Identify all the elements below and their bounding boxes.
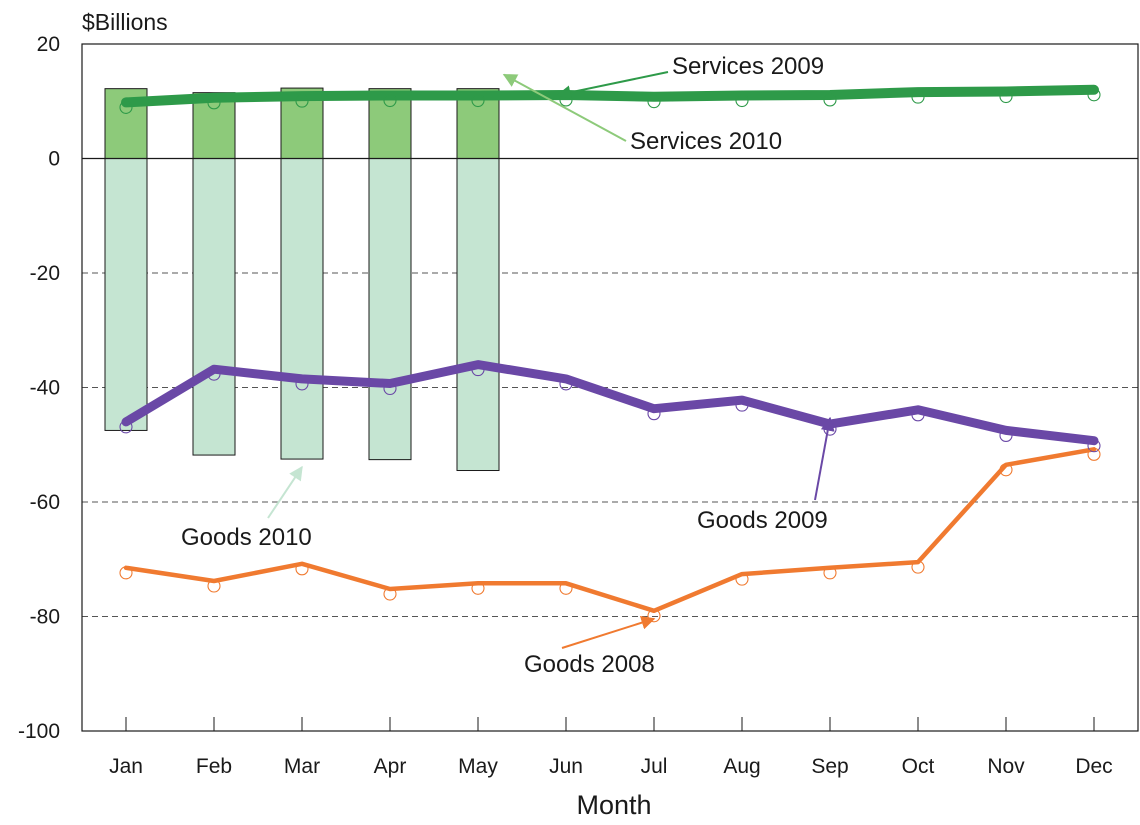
annotation-label: Services 2010 — [630, 128, 782, 155]
y-tick-label: -20 — [30, 262, 60, 285]
x-tick-label: Feb — [196, 755, 232, 778]
x-tick-label: Jan — [109, 755, 143, 778]
marker-goods-2009 — [911, 408, 925, 422]
marker-services-2009 — [471, 93, 485, 108]
x-tick-label: Aug — [723, 755, 760, 778]
y-tick-label: 20 — [37, 33, 60, 56]
x-tick-label: Jun — [549, 755, 583, 778]
marker-goods-2008 — [559, 581, 573, 595]
line-goods-2008 — [123, 447, 1097, 614]
marker-goods-2008 — [823, 566, 837, 580]
marker-goods-2009 — [383, 381, 397, 396]
marker-services-2009 — [119, 100, 133, 114]
marker-goods-2008 — [471, 581, 485, 595]
x-tick-label: Sep — [811, 755, 848, 778]
x-tick-label: Mar — [284, 755, 320, 778]
marker-goods-2009 — [207, 367, 221, 381]
plot-frame — [81, 43, 1139, 732]
marker-services-2009 — [999, 89, 1013, 104]
marker-goods-2008 — [295, 562, 309, 576]
marker-goods-2008 — [383, 587, 397, 601]
x-tick-label: Jul — [641, 755, 668, 778]
annotation-arrow — [502, 73, 627, 142]
marker-services-2009 — [383, 93, 397, 108]
series-markers — [119, 88, 1101, 623]
marker-services-2009 — [735, 93, 749, 108]
marker-goods-2008 — [207, 579, 221, 593]
x-tick-label: Dec — [1075, 755, 1112, 778]
marker-goods-2009 — [999, 428, 1013, 442]
annotation-arrow — [556, 71, 669, 100]
y-axis-title: $Billions — [82, 9, 168, 35]
y-tick-label: -80 — [30, 606, 60, 629]
marker-goods-2008 — [999, 463, 1013, 477]
marker-services-2009 — [207, 96, 221, 110]
gridlines — [82, 272, 1138, 617]
x-axis-title: Month — [576, 790, 651, 820]
annotation-arrow — [561, 615, 656, 649]
annotation-label: Goods 2009 — [697, 507, 828, 534]
line-services-2009 — [121, 84, 1099, 108]
marker-goods-2008 — [1087, 447, 1101, 461]
annotation-label: Services 2009 — [672, 53, 824, 80]
bar-goods-2010 — [368, 158, 412, 461]
y-tick-label: 0 — [48, 148, 60, 171]
marker-services-2009 — [911, 90, 925, 104]
y-tick-label: -40 — [30, 377, 60, 400]
marker-goods-2008 — [911, 560, 925, 574]
series-lines — [121, 84, 1099, 614]
annotations: Services 2009 Services 2010 Goods 2010 Good… — [181, 53, 835, 678]
y-tick-label: -100 — [18, 720, 60, 743]
annotation-label: Goods 2010 — [181, 524, 312, 551]
x-tick-label: Nov — [987, 755, 1025, 778]
line-goods-2009 — [121, 360, 1099, 446]
marker-services-2009 — [295, 94, 309, 108]
marker-goods-2009 — [1087, 439, 1101, 453]
marker-services-2009 — [647, 95, 661, 109]
marker-goods-2009 — [295, 377, 309, 391]
marker-services-2009 — [823, 93, 837, 107]
bars — [104, 87, 500, 472]
bar-goods-2010 — [456, 158, 500, 472]
x-tick-label: Apr — [374, 755, 407, 778]
plot-border — [81, 43, 1139, 732]
x-tick-label: Oct — [902, 755, 935, 778]
marker-services-2009 — [1087, 88, 1101, 102]
marker-goods-2009 — [471, 363, 485, 377]
x-tick-label: May — [458, 755, 498, 778]
marker-goods-2009 — [119, 420, 133, 434]
marker-goods-2009 — [735, 398, 749, 412]
annotation-arrow — [267, 465, 303, 519]
axes: 20 0 -20 -40 -60 -80 -100 Jan Feb Mar Apr May Jun Jul… — [18, 33, 1113, 778]
marker-goods-2008 — [119, 566, 133, 580]
marker-goods-2009 — [647, 407, 661, 421]
bar-goods-2010 — [280, 158, 324, 460]
annotation-label: Goods 2008 — [524, 651, 655, 678]
marker-goods-2009 — [559, 377, 573, 391]
bar-goods-2010 — [104, 158, 148, 431]
bar-goods-2010 — [192, 158, 236, 456]
y-tick-label: -60 — [30, 491, 60, 514]
annotation-arrow — [814, 416, 835, 501]
marker-goods-2008 — [735, 572, 749, 586]
